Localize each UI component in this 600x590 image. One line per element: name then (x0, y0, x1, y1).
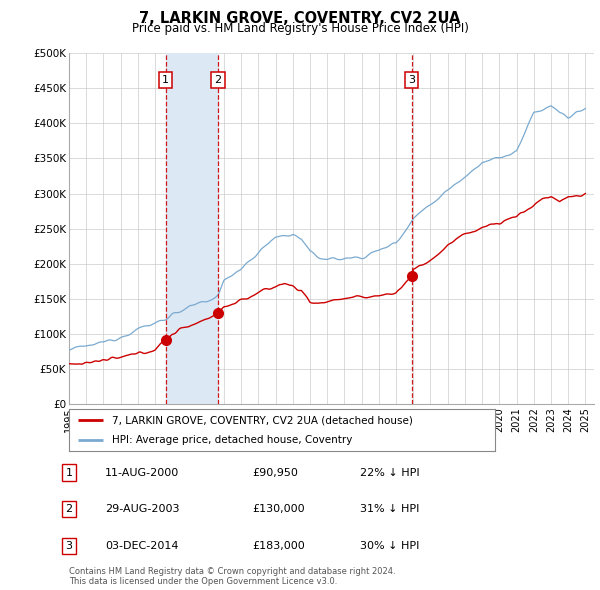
Text: 2: 2 (65, 504, 73, 514)
Text: 2: 2 (215, 75, 221, 85)
Text: 3: 3 (409, 75, 415, 85)
Text: £183,000: £183,000 (252, 541, 305, 550)
Text: 29-AUG-2003: 29-AUG-2003 (105, 504, 179, 514)
Text: Contains HM Land Registry data © Crown copyright and database right 2024.
This d: Contains HM Land Registry data © Crown c… (69, 567, 395, 586)
Text: £130,000: £130,000 (252, 504, 305, 514)
Text: HPI: Average price, detached house, Coventry: HPI: Average price, detached house, Cove… (112, 435, 352, 445)
Text: £90,950: £90,950 (252, 468, 298, 477)
Text: 7, LARKIN GROVE, COVENTRY, CV2 2UA: 7, LARKIN GROVE, COVENTRY, CV2 2UA (139, 11, 461, 25)
Text: 7, LARKIN GROVE, COVENTRY, CV2 2UA (detached house): 7, LARKIN GROVE, COVENTRY, CV2 2UA (deta… (112, 415, 412, 425)
Text: Price paid vs. HM Land Registry's House Price Index (HPI): Price paid vs. HM Land Registry's House … (131, 22, 469, 35)
Text: 22% ↓ HPI: 22% ↓ HPI (360, 468, 419, 477)
Text: 03-DEC-2014: 03-DEC-2014 (105, 541, 179, 550)
Text: 30% ↓ HPI: 30% ↓ HPI (360, 541, 419, 550)
Bar (166, 53, 218, 404)
Text: 1: 1 (65, 468, 73, 477)
Text: 1: 1 (162, 75, 169, 85)
Text: 31% ↓ HPI: 31% ↓ HPI (360, 504, 419, 514)
Text: 3: 3 (65, 541, 73, 550)
Text: 11-AUG-2000: 11-AUG-2000 (105, 468, 179, 477)
